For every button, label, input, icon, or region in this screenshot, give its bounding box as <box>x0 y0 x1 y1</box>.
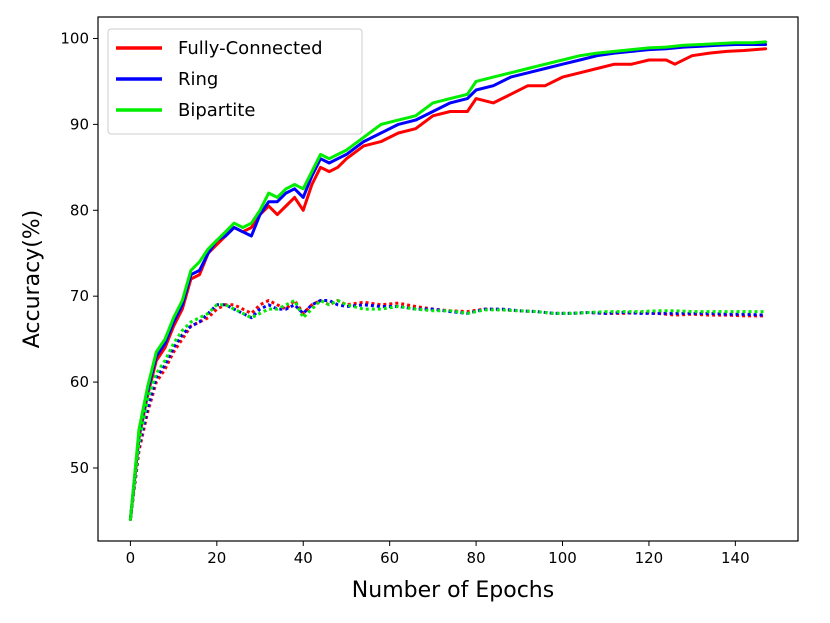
x-tick-label: 0 <box>126 549 136 567</box>
test-dotted-line <box>128 299 766 520</box>
legend: Fully-Connected Ring Bipartite <box>107 28 363 135</box>
y-tick-label: 50 <box>70 459 89 477</box>
plot-lines <box>128 40 768 521</box>
y-tick-label: 100 <box>60 29 89 47</box>
x-tick-label: 140 <box>721 549 750 567</box>
ring-solid-line <box>128 43 768 521</box>
x-tick-label: 40 <box>294 549 313 567</box>
x-axis-label: Number of Epochs <box>352 578 554 603</box>
test-dotted-line <box>128 299 766 520</box>
legend-label: Ring <box>178 69 218 90</box>
y-tick-label: 80 <box>70 201 89 219</box>
y-axis: 50 60 70 80 90 100 <box>60 29 98 477</box>
x-tick-label: 120 <box>635 549 664 567</box>
x-axis: 0 20 40 60 80 100 120 140 <box>126 541 750 567</box>
y-tick-label: 60 <box>70 373 89 391</box>
bipartite-solid-line <box>128 40 768 521</box>
x-tick-label: 20 <box>207 549 226 567</box>
x-tick-label: 60 <box>380 549 399 567</box>
x-tick-label: 100 <box>548 549 577 567</box>
plot-frame <box>97 16 799 542</box>
y-axis-label: Accuracy(%) <box>20 210 45 349</box>
legend-frame <box>107 28 363 135</box>
x-tick-label: 80 <box>467 549 486 567</box>
y-tick-label: 70 <box>70 287 89 305</box>
y-tick-label: 90 <box>70 115 89 133</box>
legend-label: Fully-Connected <box>178 38 323 59</box>
legend-label: Bipartite <box>178 100 255 121</box>
